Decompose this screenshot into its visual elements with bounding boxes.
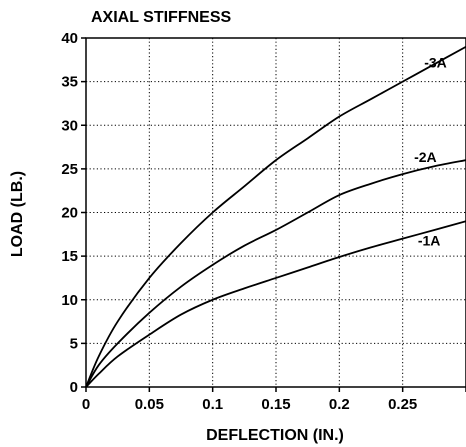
series-line-2a <box>85 159 466 388</box>
y-tick-label: 10 <box>61 292 78 309</box>
y-tick-label: 25 <box>61 161 78 178</box>
y-tick-label: 30 <box>61 117 78 134</box>
plot-area-frame <box>85 37 466 388</box>
axis-ticks: 0 0.05 0.1 0.15 0.2 0.25 0 5 10 15 20 25 30 35 40 <box>61 30 466 413</box>
x-tick-label: 0.2 <box>329 396 350 413</box>
series-labels: -3A -2A -1A <box>414 55 447 249</box>
x-axis-label: DEFLECTION (IN.) <box>206 427 344 444</box>
series-label-1a: -1A <box>418 233 441 249</box>
y-tick-label: 35 <box>61 74 78 91</box>
y-tick-label: 40 <box>61 30 78 47</box>
series-line-3a <box>85 45 466 388</box>
y-tick-label: 5 <box>70 335 78 352</box>
series-label-3a: -3A <box>424 55 447 71</box>
y-tick-label: 20 <box>61 205 78 222</box>
y-tick-label: 15 <box>61 248 78 265</box>
chart-title: AXIAL STIFFNESS <box>91 9 231 26</box>
series-lines <box>85 45 466 388</box>
x-tick-label: 0.05 <box>135 396 164 413</box>
series-label-2a: -2A <box>414 149 437 165</box>
y-axis-label: LOAD (LB.) <box>9 171 26 257</box>
x-tick-label: 0.25 <box>388 396 417 413</box>
y-tick-label: 0 <box>70 379 78 396</box>
x-tick-label: 0 <box>82 396 90 413</box>
series-line-1a <box>85 220 466 388</box>
grid-lines <box>86 38 466 387</box>
x-tick-label: 0.1 <box>202 396 223 413</box>
x-tick-label: 0.15 <box>261 396 290 413</box>
